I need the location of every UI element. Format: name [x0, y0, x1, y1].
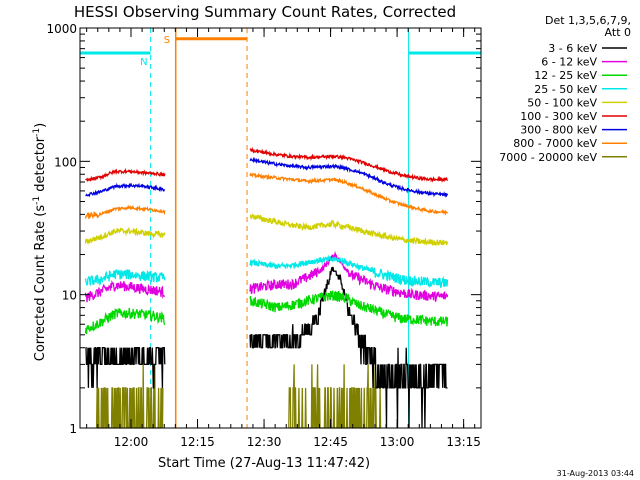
series-100-300-kev	[85, 146, 449, 183]
axes: 1 10 100 1000 12:00 12:15 12:30 12:45 13:00 13:15	[46, 22, 482, 449]
series-trace	[85, 347, 166, 389]
x-axis-title: Start Time (27-Aug-13 11:47:42)	[158, 456, 370, 471]
series-trace	[249, 290, 449, 327]
generated-timestamp: 31-Aug-2013 03:44	[557, 469, 634, 478]
legend-entry-label: 300 - 800 keV	[520, 124, 597, 137]
series-trace	[84, 280, 165, 303]
saa-marker-label: S	[164, 35, 170, 46]
series-trace	[249, 156, 449, 198]
series-50-100-kev	[84, 213, 449, 247]
series-trace	[84, 269, 166, 287]
series-trace	[249, 146, 449, 183]
y-tick-label: 1000	[46, 22, 77, 36]
series-6-12-kev	[84, 250, 449, 303]
y-tick-label: 10	[62, 289, 77, 303]
x-tick-label: 12:15	[180, 435, 215, 449]
series-trace	[249, 250, 449, 302]
plot-area: NS	[80, 28, 481, 429]
series-25-50-kev	[84, 254, 449, 288]
series-trace	[249, 172, 449, 216]
legend-entry-label: 6 - 12 keV	[541, 56, 597, 69]
series-800-7000-kev	[84, 172, 449, 220]
series-trace	[249, 254, 449, 288]
x-tick-label: 13:00	[380, 435, 415, 449]
legend-entry-label: 100 - 300 keV	[520, 110, 597, 123]
legend-entry-label: 800 - 7000 keV	[513, 137, 597, 150]
night-marker-label: N	[140, 57, 147, 68]
series-trace	[249, 213, 449, 247]
legend-entry-label: 50 - 100 keV	[527, 96, 597, 109]
x-tick-label: 12:45	[313, 435, 348, 449]
series-trace	[85, 182, 165, 198]
series-3-6-kev	[85, 266, 448, 429]
series-trace	[84, 204, 166, 220]
legend-header: Det 1,3,5,6,7,9,	[545, 14, 631, 27]
series-7000-20000-kev	[95, 364, 382, 429]
legend-entry-label: 3 - 6 keV	[548, 42, 597, 55]
y-axis-title-part: detector	[33, 136, 48, 196]
y-axis-title-part: -1	[32, 196, 42, 205]
series-trace	[288, 364, 382, 429]
y-axis-title: Corrected Count Rate (s-1 detector-1)	[32, 123, 48, 361]
x-tick-label: 13:15	[446, 435, 481, 449]
series-trace	[84, 307, 166, 335]
legend-entry-label: 25 - 50 keV	[534, 83, 597, 96]
legend-entry-label: 12 - 25 keV	[534, 69, 597, 82]
series-trace	[249, 266, 448, 429]
series-300-800-kev	[85, 156, 449, 198]
series-12-25-kev	[84, 290, 449, 335]
x-tick-label: 12:00	[114, 435, 149, 449]
y-axis-title-part: -1	[32, 128, 42, 137]
y-tick-label: 1	[69, 422, 77, 436]
series-trace	[84, 226, 166, 246]
y-axis-title-part: )	[33, 123, 48, 128]
x-tick-label: 12:30	[247, 435, 282, 449]
chart-title: HESSI Observing Summary Count Rates, Cor…	[74, 3, 456, 21]
legend-header: Att 0	[605, 26, 631, 39]
y-tick-label: 100	[54, 155, 77, 169]
legend-entry-label: 7000 - 20000 keV	[499, 151, 597, 164]
series-trace	[85, 167, 166, 182]
y-axis-title-part: Corrected Count Rate (s	[33, 205, 48, 362]
plot-frame	[79, 27, 482, 429]
